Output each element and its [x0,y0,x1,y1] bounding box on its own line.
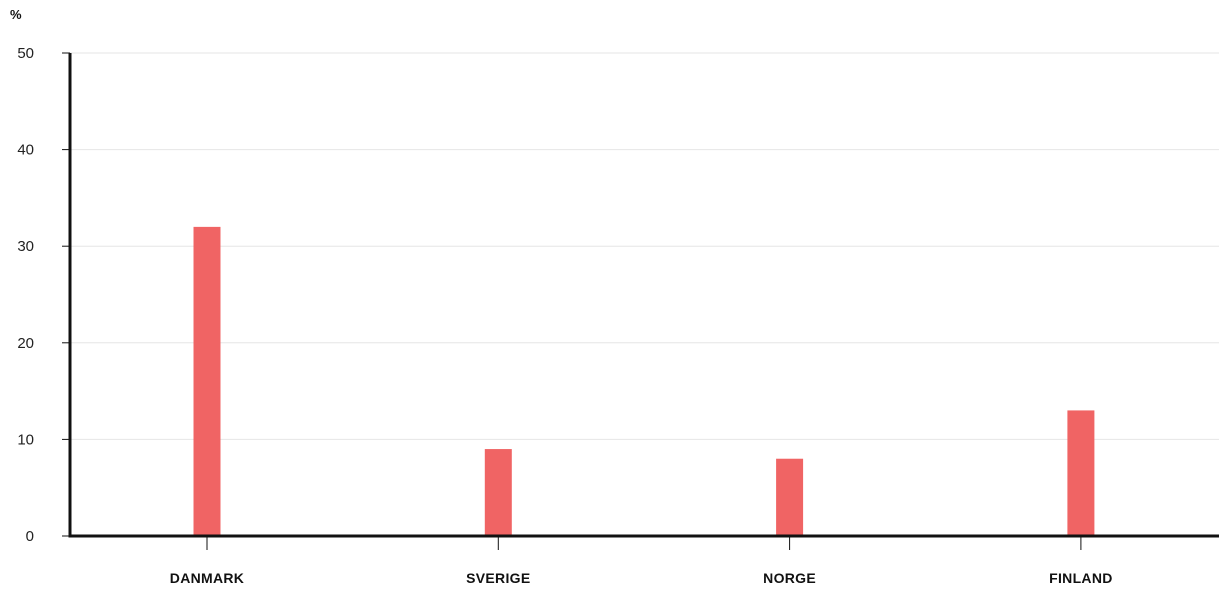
y-tick-label-50: 50 [17,45,34,62]
bars [193,226,1095,536]
x-tick-label-norge: NORGE [763,570,816,586]
y-tick-label-40: 40 [17,142,34,159]
x-tick-label-sverige: SVERIGE [466,570,530,586]
y-tick-label-20: 20 [17,335,34,352]
axes [62,52,1219,550]
y-tick-label-10: 10 [17,431,34,448]
y-tick-label-30: 30 [17,238,34,255]
y-axis-unit-label: % [10,7,22,22]
bar-norge [776,458,804,536]
bar-finland [1067,410,1095,536]
x-tick-label-danmark: DANMARK [170,570,244,586]
y-tick-label-0: 0 [26,528,34,545]
gridlines [70,52,1219,440]
bar-danmark [193,226,221,536]
x-tick-label-finland: FINLAND [1049,570,1113,586]
bar-sverige [484,449,512,536]
tick-labels: 0 10 20 30 40 50 DANMARK SVERIGE NORGE FINLAND [17,45,1112,586]
